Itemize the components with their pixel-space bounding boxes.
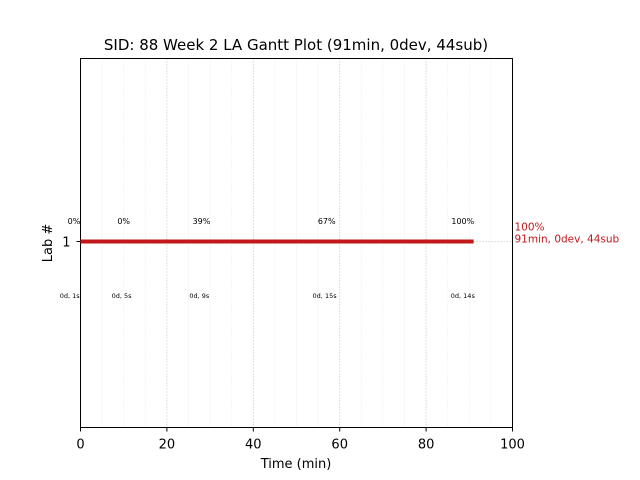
- bars-layer: 100%91min, 0dev, 44sub: [80, 222, 620, 246]
- x-tick-label: 20: [159, 438, 176, 453]
- annotations-layer: 0% 0% 39% 67% 100% 0d, 1s 0d, 5s 0d, 9s 0d, 15s 0…: [60, 217, 476, 300]
- x-tick-label: 80: [418, 438, 435, 453]
- y-axis-label: Lab #: [41, 224, 56, 263]
- x-axis-label: Time (min): [260, 457, 332, 472]
- chart-title: SID: 88 Week 2 LA Gantt Plot (91min, 0de…: [104, 36, 488, 54]
- y-axis: 1: [62, 236, 81, 251]
- elapsed-label: 0d, 15s: [313, 292, 338, 300]
- progress-label: 67%: [318, 217, 336, 226]
- x-tick-label: 40: [245, 438, 262, 453]
- progress-label: 0%: [68, 217, 81, 226]
- x-axis: 0 20 40 60 80 100: [76, 427, 525, 453]
- y-tick-label: 1: [62, 236, 70, 251]
- x-tick-label: 60: [331, 438, 348, 453]
- bar-end-summary-label: 91min, 0dev, 44sub: [515, 234, 620, 246]
- x-tick-label: 100: [500, 438, 525, 453]
- elapsed-label: 0d, 9s: [189, 292, 210, 300]
- progress-label: 39%: [193, 217, 211, 226]
- elapsed-label: 0d, 1s: [60, 292, 81, 300]
- bar-end-pct-label: 100%: [515, 222, 545, 234]
- progress-label: 100%: [451, 217, 474, 226]
- x-tick-label: 0: [76, 438, 84, 453]
- elapsed-label: 0d, 5s: [112, 292, 133, 300]
- elapsed-label: 0d, 14s: [451, 292, 476, 300]
- progress-label: 0%: [117, 217, 130, 226]
